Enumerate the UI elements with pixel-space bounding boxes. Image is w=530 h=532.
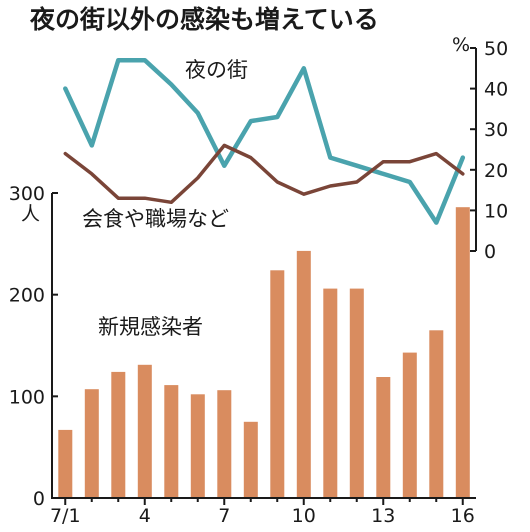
right-axis-tick-label: 30: [484, 119, 508, 141]
lines-layer: [63, 57, 466, 225]
x-axis-tick-label: 4: [139, 505, 151, 527]
axes-layer: 0 100 200 300 0 10 20 30 40 50 7/1 4 7 10 13 16: [9, 38, 508, 527]
bar: [84, 389, 99, 498]
bar: [137, 364, 152, 498]
bar: [217, 390, 232, 498]
right-axis-tick-label: 20: [484, 160, 508, 182]
left-axis-tick-label: 100: [9, 386, 45, 408]
chart-title: 夜の街以外の感染も増えている: [29, 5, 379, 34]
bar: [270, 270, 285, 498]
bars-layer: [58, 207, 470, 499]
bar: [402, 352, 417, 498]
bar: [190, 394, 205, 498]
bar: [349, 288, 364, 498]
left-axis-tick-label: 300: [9, 183, 45, 205]
left-axis-tick-label: 0: [33, 488, 45, 510]
bar: [323, 288, 338, 498]
right-axis-tick-label: 0: [484, 241, 496, 263]
line-label-night-life: 夜の街: [185, 58, 248, 82]
bar: [429, 330, 444, 499]
x-axis-tick-label: 7: [218, 505, 230, 527]
right-axis-tick-label: 50: [484, 38, 508, 60]
bar: [455, 207, 470, 498]
bar: [296, 250, 311, 498]
line-label-dining-workplace: 会食や職場など: [82, 207, 229, 231]
bar: [376, 377, 391, 498]
series-line-night-life: [63, 57, 466, 225]
left-axis-unit: 人: [21, 203, 40, 225]
x-axis-tick-label: 10: [292, 505, 316, 527]
right-axis-tick-label: 10: [484, 200, 508, 222]
right-axis-unit: %: [452, 34, 470, 56]
series-line-dining-workplace: [63, 143, 465, 205]
x-axis-tick-label: 13: [371, 505, 395, 527]
x-axis-tick-label: 7/1: [50, 505, 81, 527]
bar-label-new-cases: 新規感染者: [98, 315, 203, 339]
bar: [58, 429, 73, 498]
bar: [243, 421, 258, 499]
bar: [111, 371, 126, 498]
right-axis-tick-label: 40: [484, 79, 508, 101]
left-axis-tick-label: 200: [9, 285, 45, 307]
bar: [164, 385, 179, 498]
x-axis-tick-label: 16: [451, 505, 475, 527]
